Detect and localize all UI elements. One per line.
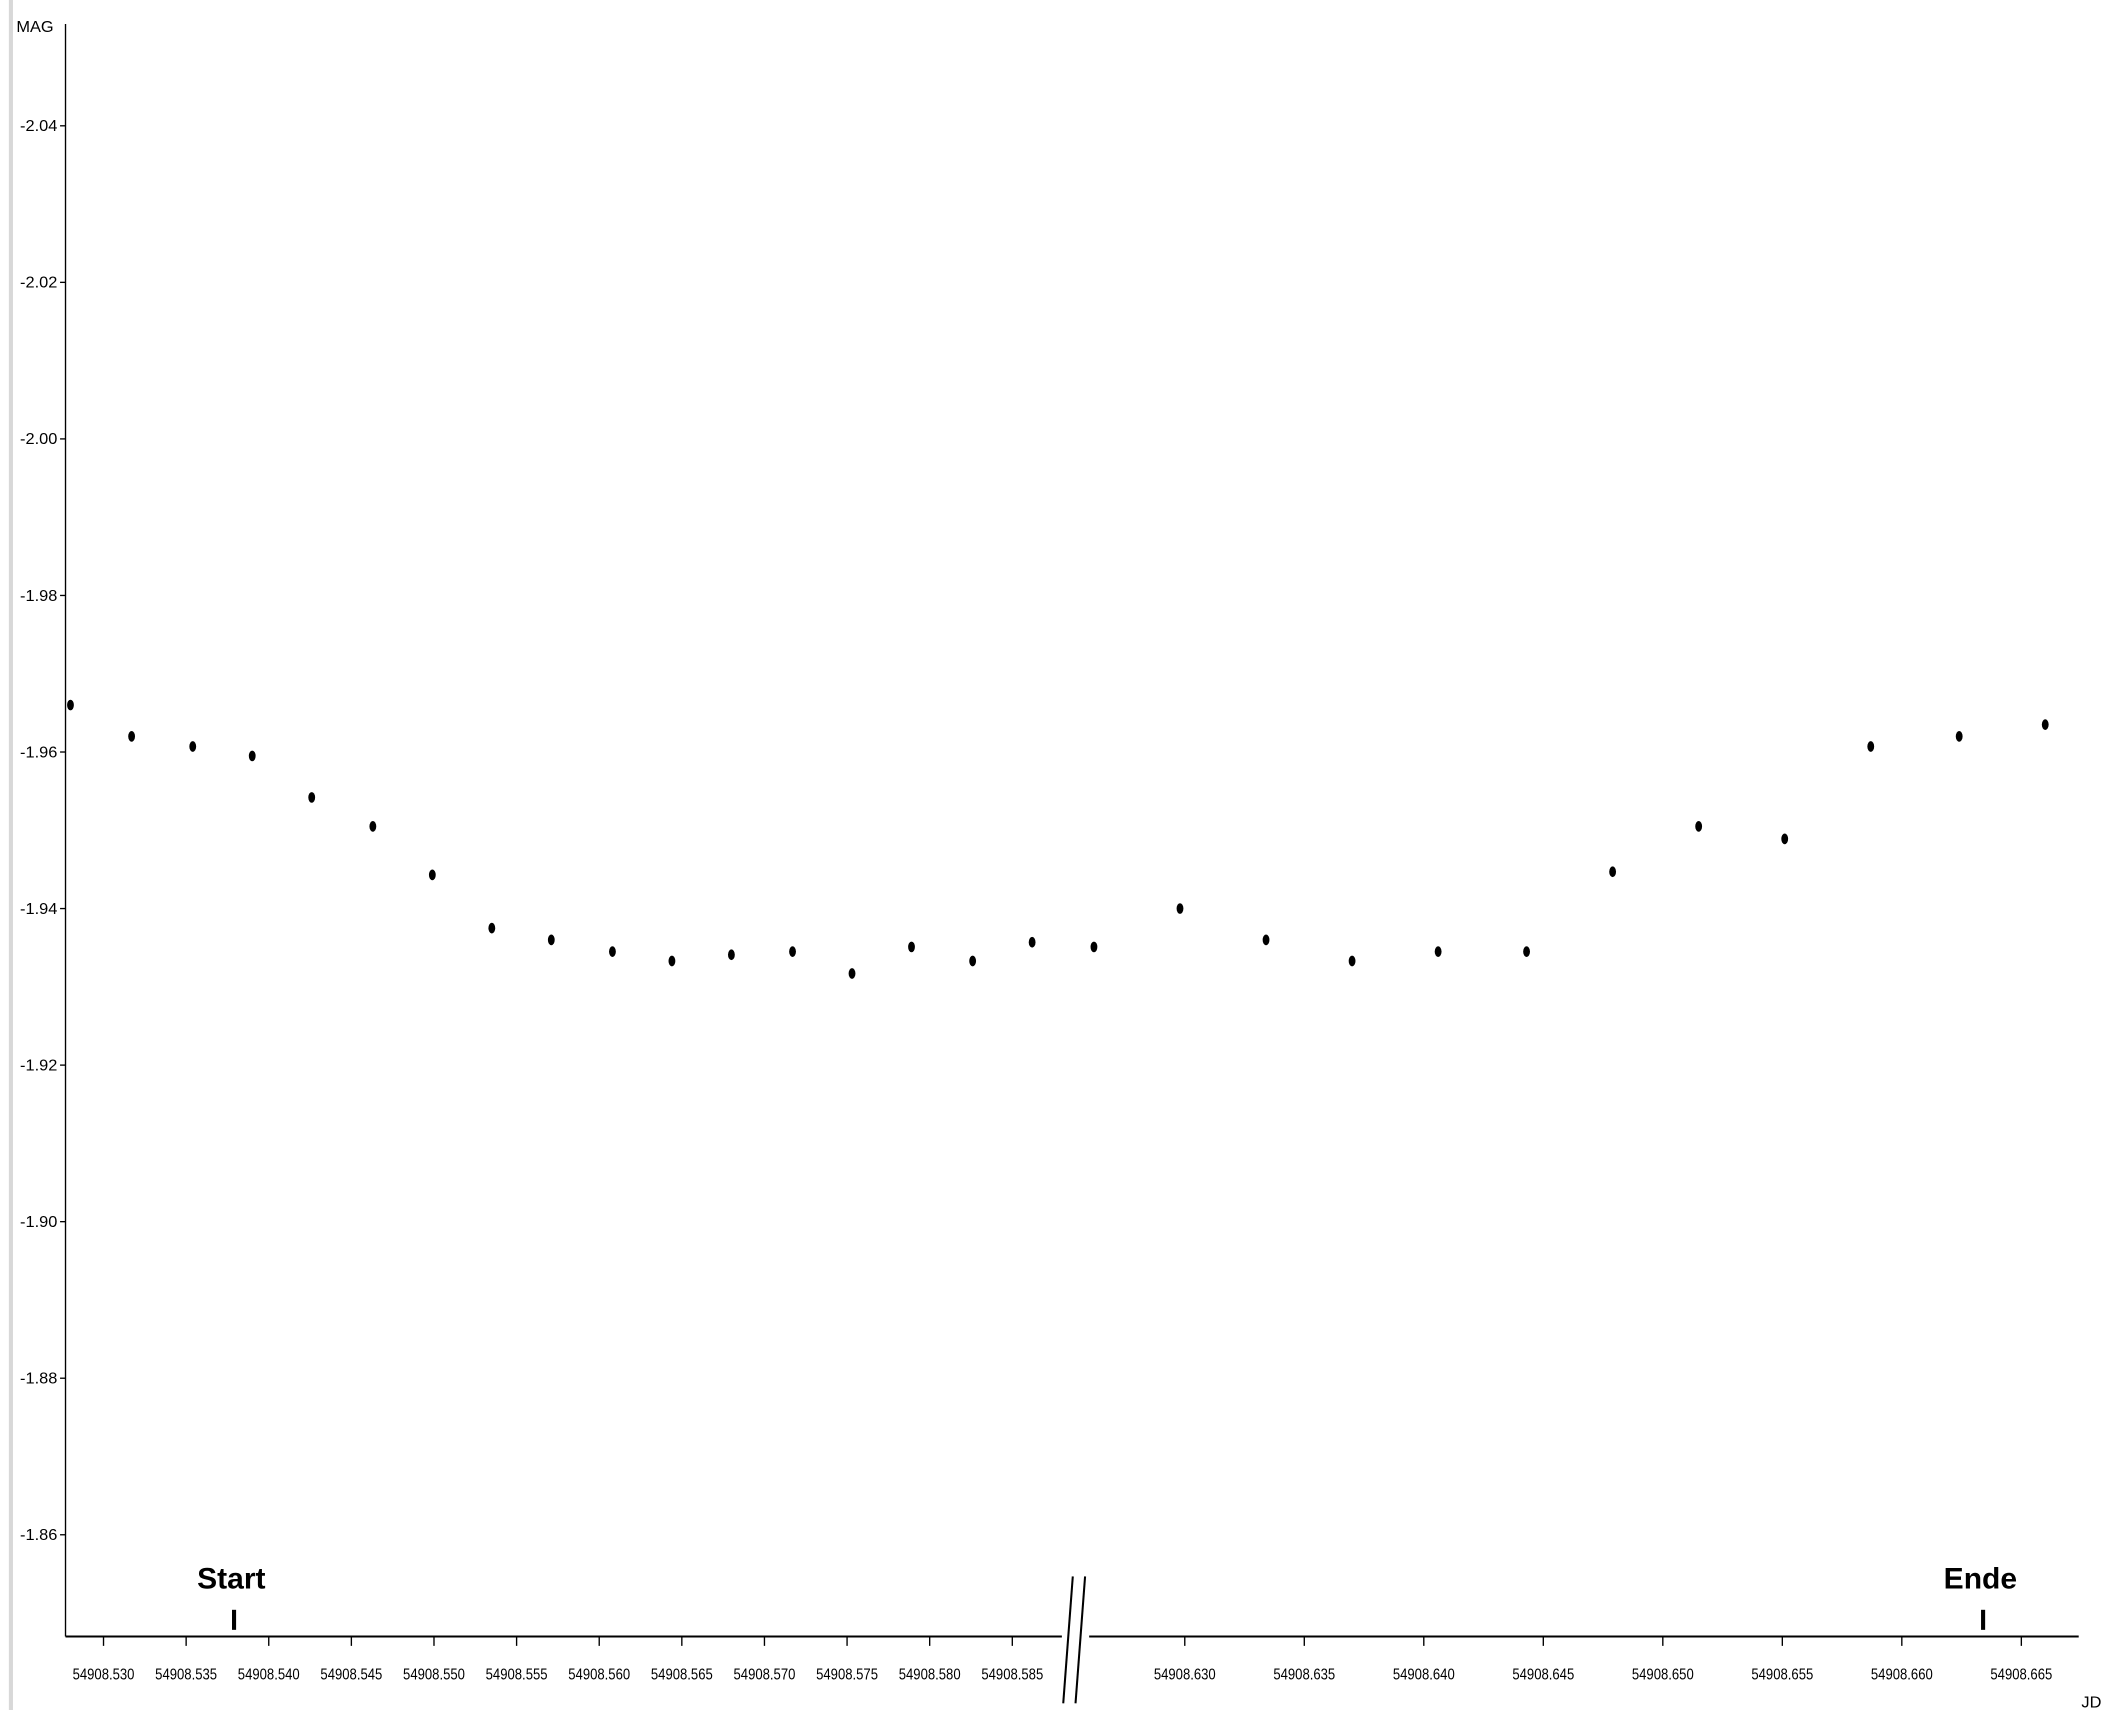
point [1262, 934, 1270, 946]
point [547, 934, 555, 946]
point [128, 731, 136, 742]
x-tick-label: 54908.640 [1393, 1666, 1455, 1684]
x-tick-label: 54908.580 [899, 1666, 961, 1684]
point [488, 922, 496, 934]
x-tick-label: 54908.540 [238, 1666, 300, 1684]
y-axis-label: MAG [16, 18, 53, 36]
x-tick-label: 54908.550 [403, 1666, 465, 1684]
x-tick-label: 54908.585 [981, 1666, 1043, 1684]
y-tick-label: -1.96 [20, 744, 57, 762]
y-tick-label: -1.86 [20, 1526, 57, 1544]
point [1609, 866, 1617, 878]
y-tick-label: -2.00 [20, 430, 57, 448]
x-tick-label: 54908.660 [1871, 1666, 1933, 1684]
annotation-marker [232, 1609, 237, 1630]
point [1867, 741, 1875, 752]
x-axis-label: JD [2081, 1693, 2101, 1710]
annotation: Start [197, 1563, 266, 1596]
x-tick-label: 54908.645 [1512, 1666, 1574, 1684]
point [609, 946, 616, 957]
x-tick-label: 54908.665 [1990, 1666, 2052, 1684]
point [428, 869, 436, 881]
x-tick-label: 54908.535 [155, 1666, 217, 1684]
annotation-marker [1981, 1609, 1986, 1630]
point [668, 955, 676, 967]
point [2041, 719, 2049, 730]
x-tick-label: 54908.630 [1154, 1666, 1216, 1684]
y-tick-label: -1.98 [20, 587, 57, 605]
axis-break [1074, 1576, 1087, 1704]
x-tick-label: 54908.545 [320, 1666, 382, 1684]
point [1781, 833, 1789, 845]
y-tick-label: -1.92 [20, 1057, 57, 1075]
point [1176, 903, 1184, 914]
point [248, 750, 256, 762]
y-tick-label: -1.88 [20, 1370, 57, 1388]
x-tick-label: 54908.635 [1273, 1666, 1335, 1684]
x-tick-label: 54908.570 [734, 1666, 796, 1684]
x-tick-label: 54908.560 [568, 1666, 630, 1684]
y-tick-label: -2.02 [20, 274, 57, 292]
x-tick-label: 54908.655 [1751, 1666, 1813, 1684]
point [1955, 731, 1963, 742]
point [369, 821, 377, 832]
x-tick-label: 54908.650 [1632, 1666, 1694, 1684]
y-tick-label: -1.90 [20, 1213, 57, 1231]
point [1028, 936, 1036, 948]
x-tick-label: 54908.575 [816, 1666, 878, 1684]
point [1434, 946, 1442, 957]
point [848, 968, 856, 979]
axis-break [1062, 1576, 1074, 1704]
point [727, 949, 735, 961]
point [308, 792, 316, 803]
point [1523, 946, 1530, 957]
point [1090, 941, 1098, 953]
x-tick-label: 54908.530 [73, 1666, 135, 1684]
x-tick-label: 54908.555 [486, 1666, 548, 1684]
y-tick-label: -2.04 [20, 117, 57, 135]
y-tick-label: -1.94 [20, 900, 57, 918]
point [67, 699, 74, 711]
point [908, 941, 915, 953]
point [789, 946, 796, 957]
point [1348, 955, 1356, 967]
point [1695, 821, 1703, 832]
x-tick-label: 54908.565 [651, 1666, 713, 1684]
annotation: Ende [1944, 1563, 2017, 1596]
point [189, 741, 197, 752]
point [969, 955, 977, 967]
